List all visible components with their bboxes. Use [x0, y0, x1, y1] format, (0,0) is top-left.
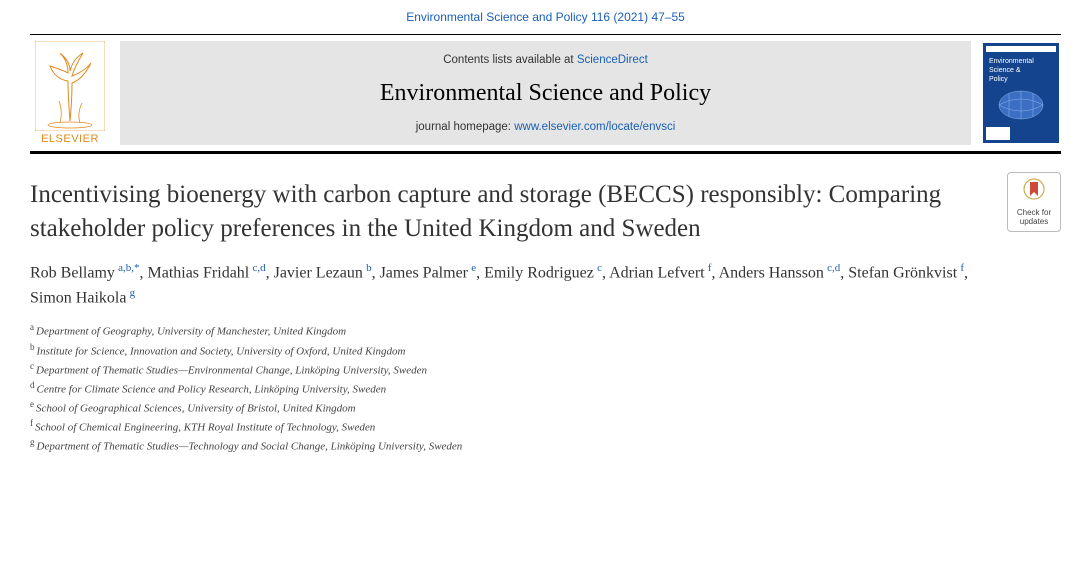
elsevier-logo: ELSEVIER — [30, 41, 110, 145]
author-affiliation-marker: g — [130, 287, 136, 299]
author-affiliation-marker: c,d — [252, 262, 265, 274]
affiliation-key: g — [30, 437, 35, 447]
affiliation-key: b — [30, 342, 35, 352]
check-updates-badge[interactable]: Check for updates — [1007, 172, 1061, 232]
author-name: Javier Lezaun — [274, 264, 366, 281]
main-column: Incentivising bioenergy with carbon capt… — [30, 172, 987, 455]
sciencedirect-link[interactable]: ScienceDirect — [577, 54, 648, 66]
affiliation-key: c — [30, 361, 34, 371]
affiliation-row: dCentre for Climate Science and Policy R… — [30, 379, 987, 398]
author-affiliation-marker: c,d — [827, 262, 840, 274]
author-name: Rob Bellamy — [30, 264, 118, 281]
journal-name: Environmental Science and Policy — [380, 80, 711, 107]
author-affiliation-marker: e — [471, 262, 476, 274]
updates-badge-label: Check for updates — [1012, 208, 1056, 226]
journal-cover-thumb: Environmental Science & Policy — [981, 41, 1061, 145]
author-affiliation-marker: f — [960, 262, 964, 274]
affiliation-text: School of Geographical Sciences, Univers… — [36, 403, 356, 415]
author-affiliation-marker: b — [366, 262, 372, 274]
svg-text:Policy: Policy — [989, 76, 1008, 83]
affiliation-row: gDepartment of Thematic Studies—Technolo… — [30, 436, 987, 455]
affiliation-row: bInstitute for Science, Innovation and S… — [30, 341, 987, 360]
affiliation-list: aDepartment of Geography, University of … — [30, 321, 987, 455]
author-name: Adrian Lefvert — [609, 264, 708, 281]
updates-column: Check for updates — [1007, 172, 1061, 455]
cover-icon: Environmental Science & Policy — [983, 43, 1059, 143]
author-name: Simon Haikola — [30, 290, 130, 307]
article-header-row: Incentivising bioenergy with carbon capt… — [30, 172, 1061, 455]
author-name: James Palmer — [380, 264, 472, 281]
bookmark-icon — [1023, 178, 1045, 204]
author-list: Rob Bellamy a,b,*, Mathias Fridahl c,d, … — [30, 260, 987, 312]
svg-text:Environmental: Environmental — [989, 58, 1034, 65]
affiliation-text: Institute for Science, Innovation and So… — [37, 345, 406, 357]
header-center-panel: Contents lists available at ScienceDirec… — [120, 41, 971, 145]
affiliation-text: Department of Thematic Studies—Environme… — [36, 364, 427, 376]
affiliation-key: f — [30, 418, 33, 428]
author-affiliation-marker: c — [597, 262, 602, 274]
svg-text:Science &: Science & — [989, 67, 1021, 74]
top-rule — [30, 34, 1061, 35]
elsevier-wordmark: ELSEVIER — [41, 133, 99, 145]
affiliation-row: fSchool of Chemical Engineering, KTH Roy… — [30, 417, 987, 436]
affiliation-text: Department of Geography, University of M… — [36, 326, 346, 338]
homepage-prefix: journal homepage: — [416, 121, 514, 133]
contents-available-line: Contents lists available at ScienceDirec… — [443, 54, 648, 66]
affiliation-row: aDepartment of Geography, University of … — [30, 321, 987, 340]
author-name: Mathias Fridahl — [147, 264, 252, 281]
affiliation-key: d — [30, 380, 35, 390]
contents-prefix: Contents lists available at — [443, 54, 577, 66]
homepage-line: journal homepage: www.elsevier.com/locat… — [416, 121, 676, 133]
citation-line: Environmental Science and Policy 116 (20… — [30, 10, 1061, 24]
author-name: Stefan Grönkvist — [848, 264, 960, 281]
author-name: Emily Rodriguez — [484, 264, 597, 281]
homepage-link[interactable]: www.elsevier.com/locate/envsci — [514, 121, 675, 133]
affiliation-text: School of Chemical Engineering, KTH Roya… — [35, 422, 375, 434]
affiliation-text: Centre for Climate Science and Policy Re… — [37, 383, 387, 395]
author-name: Anders Hansson — [719, 264, 828, 281]
article-title: Incentivising bioenergy with carbon capt… — [30, 178, 987, 246]
affiliation-text: Department of Thematic Studies—Technolog… — [37, 441, 463, 453]
author-affiliation-marker: a,b,* — [118, 262, 139, 274]
elsevier-tree-icon — [35, 41, 105, 131]
affiliation-key: a — [30, 322, 34, 332]
journal-header: ELSEVIER Contents lists available at Sci… — [30, 41, 1061, 151]
heavy-rule — [30, 151, 1061, 154]
affiliation-row: cDepartment of Thematic Studies—Environm… — [30, 360, 987, 379]
author-affiliation-marker: f — [708, 262, 712, 274]
affiliation-key: e — [30, 399, 34, 409]
affiliation-row: eSchool of Geographical Sciences, Univer… — [30, 398, 987, 417]
